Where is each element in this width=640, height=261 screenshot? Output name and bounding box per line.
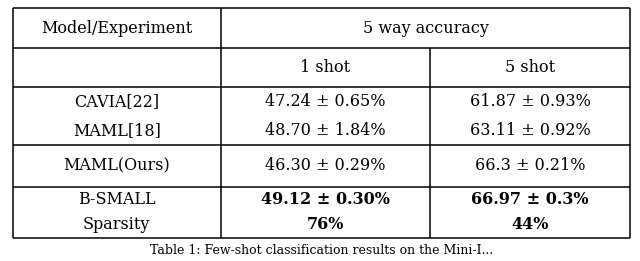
Text: 5 shot: 5 shot xyxy=(505,59,556,76)
Text: 48.70 ± 1.84%: 48.70 ± 1.84% xyxy=(265,122,386,139)
Text: 76%: 76% xyxy=(307,216,344,233)
Text: 1 shot: 1 shot xyxy=(300,59,351,76)
Text: 49.12 ± 0.30%: 49.12 ± 0.30% xyxy=(261,191,390,208)
Text: MAML(Ours): MAML(Ours) xyxy=(63,157,170,174)
Text: 66.3 ± 0.21%: 66.3 ± 0.21% xyxy=(475,157,586,174)
Text: 66.97 ± 0.3%: 66.97 ± 0.3% xyxy=(472,191,589,208)
Text: MAML[18]: MAML[18] xyxy=(73,122,161,139)
Text: 46.30 ± 0.29%: 46.30 ± 0.29% xyxy=(265,157,386,174)
Text: 5 way accuracy: 5 way accuracy xyxy=(363,20,488,37)
Text: CAVIA[22]: CAVIA[22] xyxy=(74,93,159,110)
Text: Table 1: Few-shot classification results on the Mini-I...: Table 1: Few-shot classification results… xyxy=(150,244,493,257)
Text: 63.11 ± 0.92%: 63.11 ± 0.92% xyxy=(470,122,591,139)
Text: 61.87 ± 0.93%: 61.87 ± 0.93% xyxy=(470,93,591,110)
Text: 44%: 44% xyxy=(511,216,549,233)
Text: B-SMALL: B-SMALL xyxy=(78,191,156,208)
Text: Model/Experiment: Model/Experiment xyxy=(41,20,193,37)
Text: Sparsity: Sparsity xyxy=(83,216,150,233)
Text: 47.24 ± 0.65%: 47.24 ± 0.65% xyxy=(265,93,386,110)
